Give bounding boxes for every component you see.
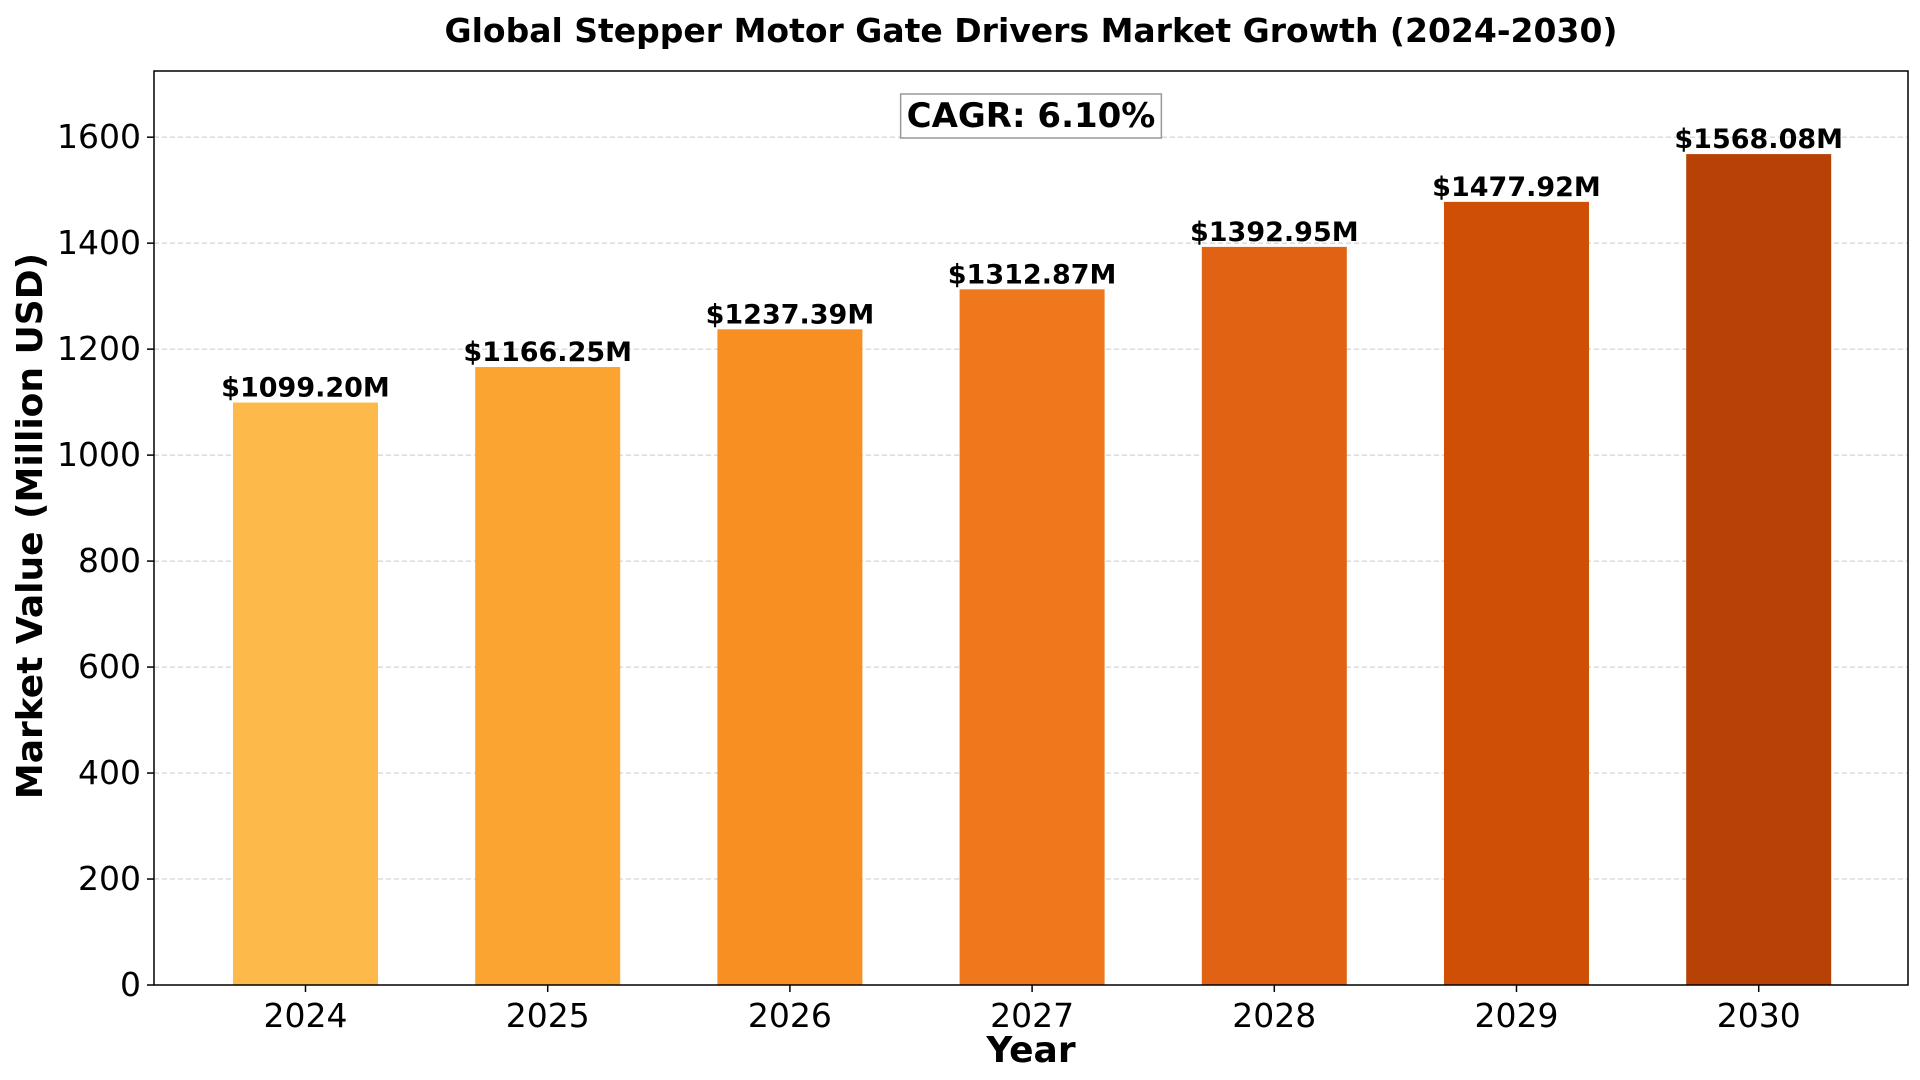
plot-frame — [153, 70, 1909, 986]
y-tick-label: 200 — [78, 859, 141, 898]
x-axis-ticks: 2024 2025 2026 2027 2028 2029 2030 — [264, 985, 1801, 1035]
x-tick-label: 2030 — [1717, 996, 1801, 1035]
bars — [233, 154, 1832, 986]
cagr-annotation: CAGR: 6.10% — [899, 93, 1163, 139]
bar-value-label: $1568.08M — [1674, 124, 1843, 155]
y-tick-label: 400 — [78, 753, 141, 792]
y-tick-label: 0 — [120, 965, 141, 1004]
x-tick-label: 2027 — [990, 996, 1074, 1035]
y-tick-label: 1200 — [57, 329, 141, 368]
y-axis-label: Market Value (Million USD) — [10, 253, 51, 799]
x-tick-label: 2025 — [506, 996, 590, 1035]
cagr-text: CAGR: 6.10% — [907, 96, 1156, 136]
bar-value-label: $1477.92M — [1432, 172, 1601, 203]
cagr-box — [899, 93, 1163, 139]
bar-2029 — [1444, 201, 1589, 986]
bar-2027 — [959, 289, 1105, 985]
y-tick-label: 1600 — [57, 117, 141, 156]
y-tick-label: 800 — [78, 541, 141, 580]
chart-title: Global Stepper Motor Gate Drivers Market… — [445, 11, 1618, 50]
bar-value-labels: $1099.20M $1166.25M $1237.39M $1312.87M $139… — [221, 124, 1843, 403]
x-tick-label: 2028 — [1232, 996, 1316, 1035]
bar-value-label: $1099.20M — [221, 373, 390, 404]
bar-2026 — [717, 329, 863, 986]
x-axis-label: Year — [985, 1030, 1075, 1071]
x-tick-label: 2026 — [748, 996, 832, 1035]
y-tick-label: 1000 — [57, 435, 141, 474]
bar-2028 — [1201, 246, 1347, 986]
x-tick-label: 2029 — [1475, 996, 1559, 1035]
y-axis-ticks: 0 200 400 600 800 1000 1200 1400 1600 — [57, 117, 154, 1004]
bar-value-label: $1392.95M — [1190, 217, 1359, 248]
bar-value-label: $1312.87M — [948, 259, 1117, 290]
y-tick-label: 1400 — [57, 223, 141, 262]
bar-value-label: $1237.39M — [706, 299, 875, 330]
x-tick-label: 2024 — [264, 996, 348, 1035]
bar-2030 — [1686, 154, 1832, 986]
y-tick-label: 600 — [78, 647, 141, 686]
bar-2025 — [475, 367, 621, 986]
bar-2024 — [233, 402, 378, 986]
bar-value-label: $1166.25M — [463, 337, 632, 368]
